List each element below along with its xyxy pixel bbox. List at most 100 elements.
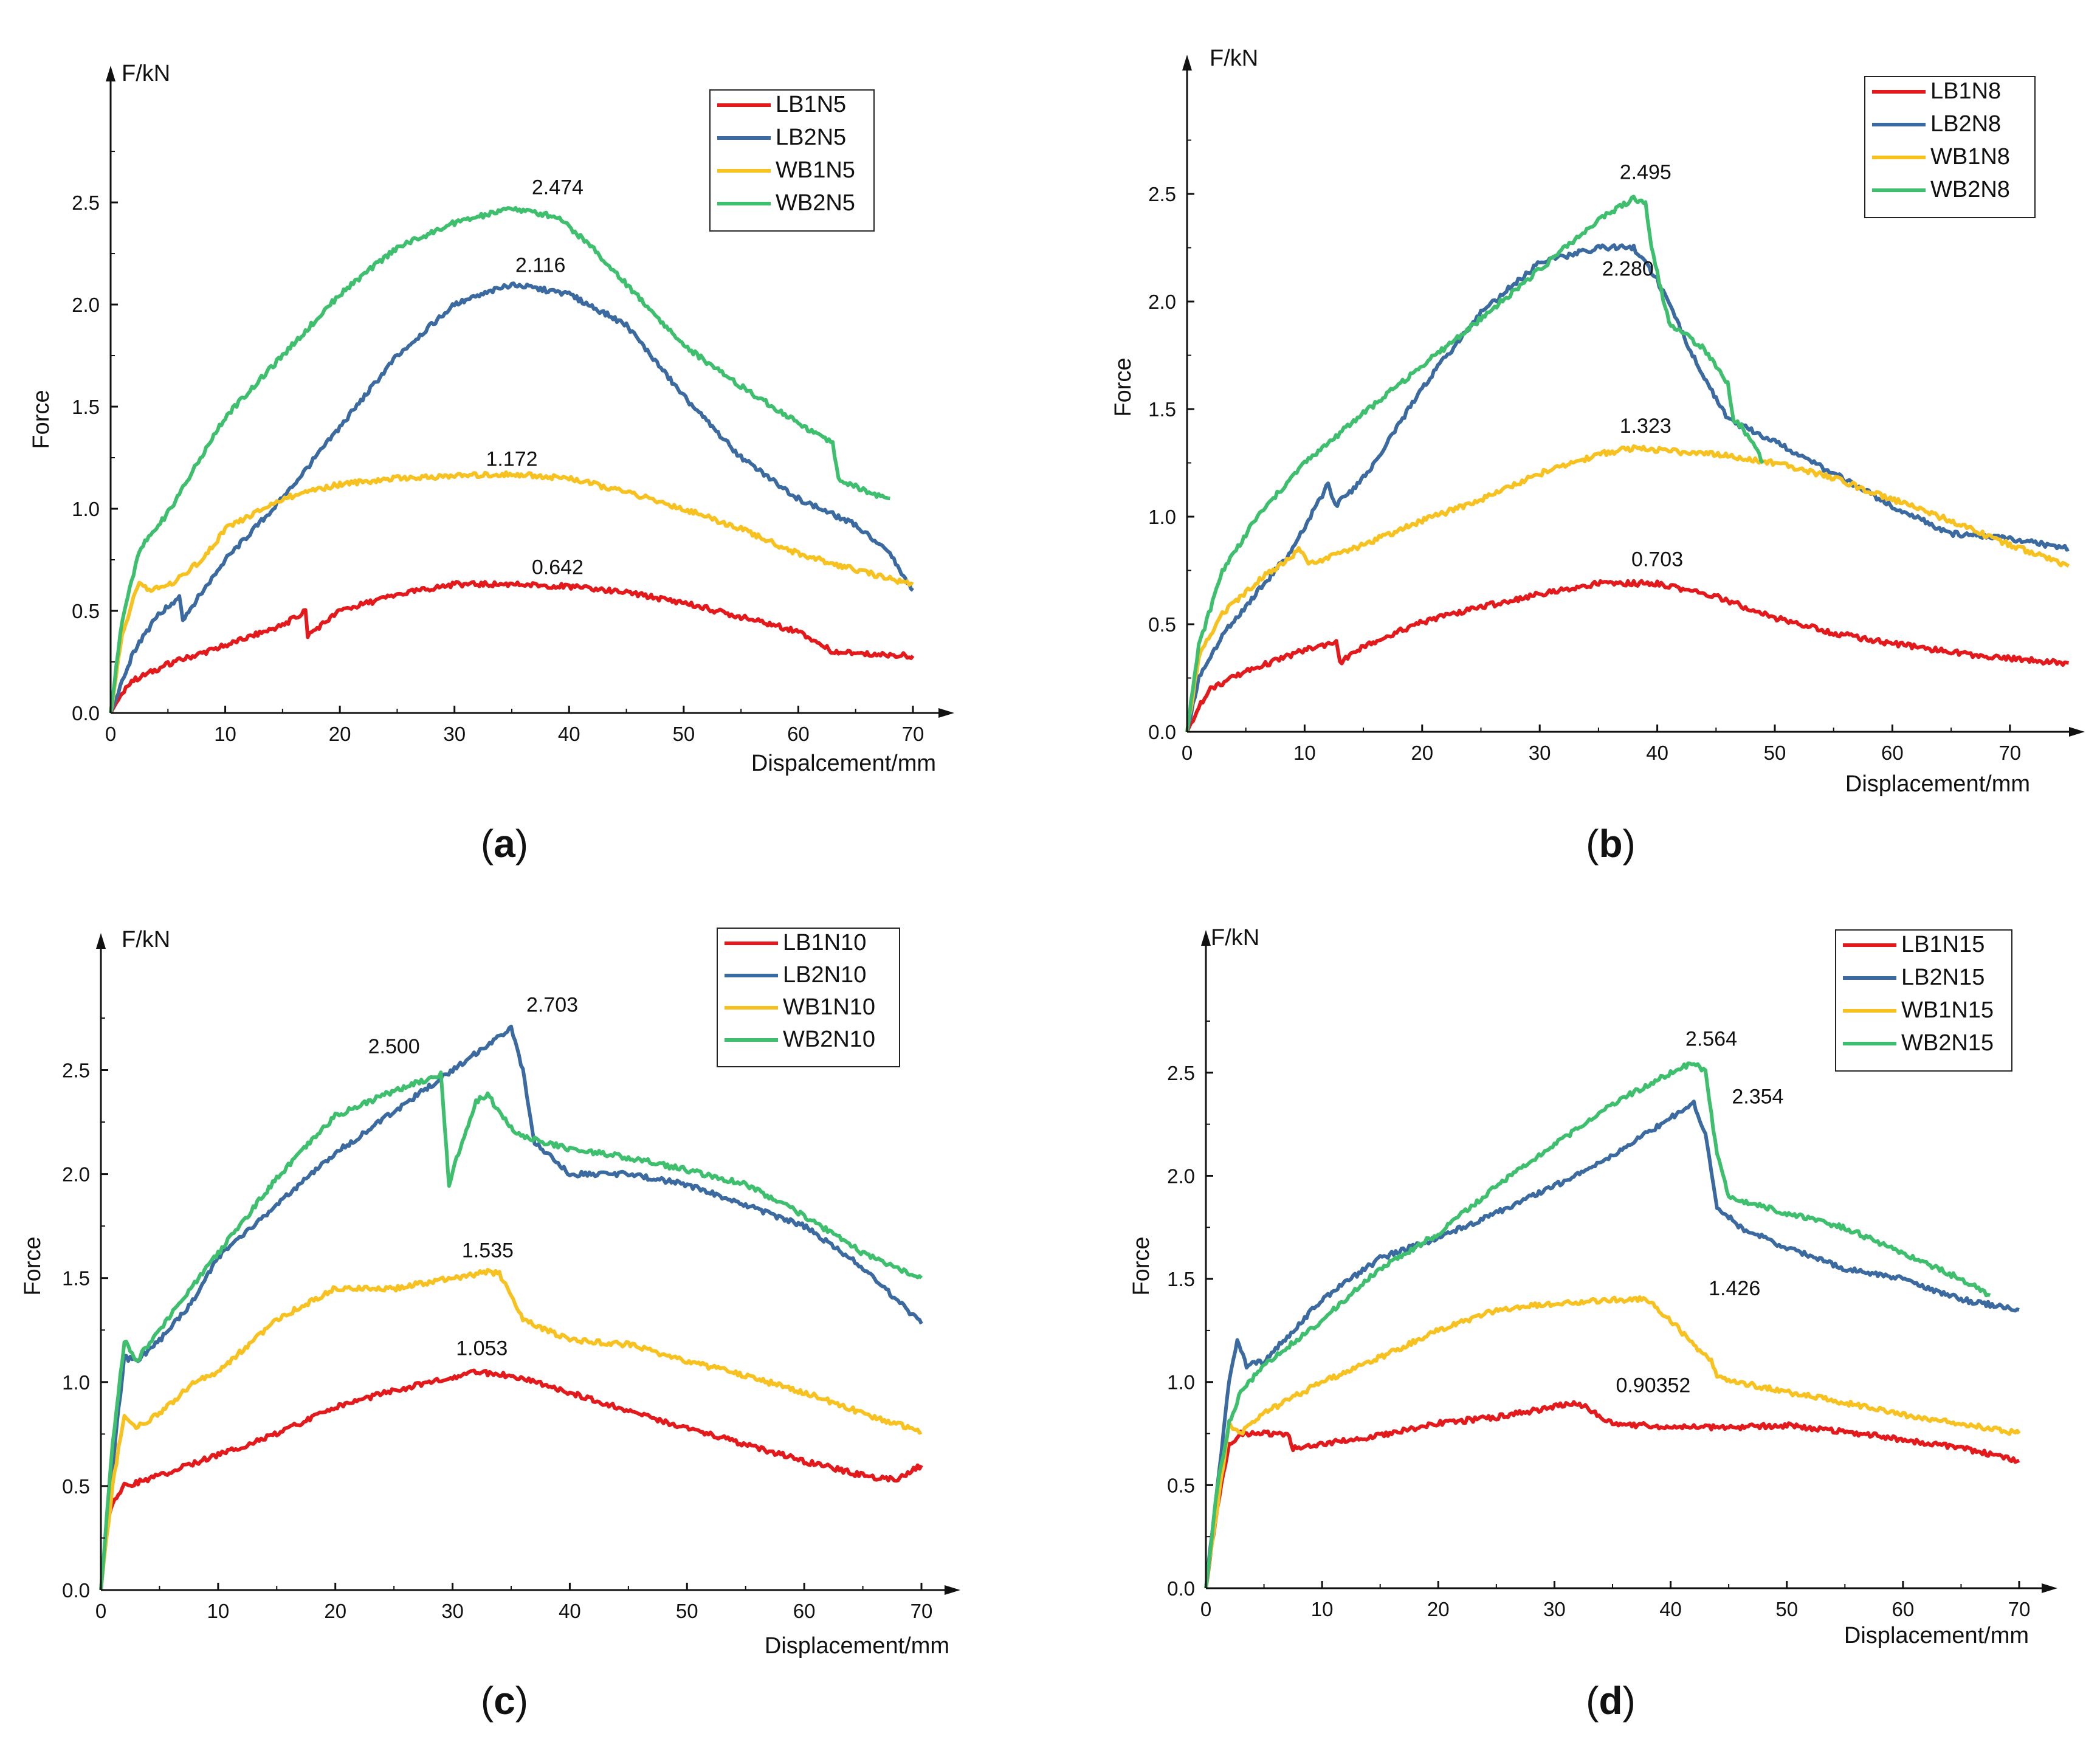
legend-box xyxy=(709,89,875,232)
legend-entry-WB2N15: WB2N15 xyxy=(1901,1030,1994,1056)
panel-c-y-arrow xyxy=(96,933,106,949)
x-tick-label: 40 xyxy=(559,1600,581,1622)
y-tick-label: 1.0 xyxy=(62,1371,90,1394)
x-tick-label: 50 xyxy=(1775,1598,1798,1620)
series-line-LB2N5 xyxy=(109,281,914,714)
panel-c: 0 10 20 30 40 50 60 70 0.0 0.5 1.0 1.5 2.0 2.5 F/kN F… xyxy=(20,927,960,1723)
x-tick-label: 30 xyxy=(443,723,466,745)
panel-c-y-axis-title: Force xyxy=(20,1236,46,1295)
peak-value-label: 2.116 xyxy=(515,253,566,277)
x-tick-label: 30 xyxy=(1543,1598,1566,1620)
y-tick-label: 0.5 xyxy=(72,600,100,622)
panel-b-x-axis-title: Displacement/mm xyxy=(1845,771,2030,797)
series-line-LB2N10 xyxy=(99,1024,923,1591)
x-tick-label: 60 xyxy=(787,723,810,745)
y-tick-label: 2.0 xyxy=(72,294,100,316)
panel-c-y-unit-label: F/kN xyxy=(122,927,170,952)
legend-entry-LB1N10: LB1N10 xyxy=(783,930,866,955)
legend-box xyxy=(1864,76,2036,218)
y-tick-label: 1.5 xyxy=(1148,398,1176,421)
x-tick-label: 20 xyxy=(329,723,351,745)
panel-b-caption: (b) xyxy=(1586,822,1636,866)
y-tick-label: 2.5 xyxy=(72,191,100,214)
panel-b-y-arrow xyxy=(1182,55,1192,71)
x-tick-label: 0 xyxy=(1200,1598,1211,1620)
y-tick-label: 1.5 xyxy=(72,396,100,418)
x-tick-label: 70 xyxy=(911,1600,933,1622)
y-tick-label: 0.0 xyxy=(62,1579,90,1602)
x-tick-label: 0 xyxy=(1182,742,1193,764)
x-tick-label: 20 xyxy=(1411,742,1433,764)
peak-value-label: 2.474 xyxy=(532,176,584,199)
panel-a-y-arrow xyxy=(106,66,115,81)
legend-entry-WB1N5: WB1N5 xyxy=(776,157,855,183)
peak-value-label: 1.053 xyxy=(456,1337,508,1360)
panel-b-legend: LB1N8 LB2N8 WB1N8 WB2N8 xyxy=(1864,76,2036,218)
legend-entry-LB2N15: LB2N15 xyxy=(1901,965,1985,990)
y-tick-label: 1.0 xyxy=(72,498,100,520)
peak-value-label: 0.642 xyxy=(532,556,584,579)
legend-box xyxy=(717,928,900,1067)
series-line-LB1N5 xyxy=(109,580,915,714)
panel-a-ticks: 0 10 20 30 40 50 60 70 0.0 0.5 1.0 1.5 2.0 2.5 xyxy=(72,151,924,745)
panel-c-ticks: 0 10 20 30 40 50 60 70 0.0 0.5 1.0 1.5 2.0 2.5 xyxy=(62,1017,933,1622)
panel-c-legend: LB1N10 LB2N10 WB1N10 WB2N10 xyxy=(717,928,900,1067)
panel-c-series xyxy=(99,1024,923,1591)
peak-value-label: 1.172 xyxy=(486,447,537,470)
y-tick-label: 1.5 xyxy=(62,1267,90,1290)
panel-d-legend: LB1N15 LB2N15 WB1N15 WB2N15 xyxy=(1835,929,2012,1072)
panel-b-ticks: 0 10 20 30 40 50 60 70 0.0 0.5 1.0 1.5 2.0 2.5 xyxy=(1148,139,2021,764)
panel-c-annotations: 2.703 2.500 1.535 1.053 xyxy=(368,994,578,1360)
legend-box xyxy=(1835,929,2012,1072)
peak-value-label: 2.495 xyxy=(1620,160,1671,184)
series-line-LB1N15 xyxy=(1204,1400,2020,1589)
panel-b-annotations: 2.495 2.280 1.323 0.703 xyxy=(1602,160,1683,571)
y-tick-label: 1.0 xyxy=(1167,1371,1195,1394)
series-line-LB2N8 xyxy=(1185,243,2070,732)
series-line-WB1N10 xyxy=(99,1268,923,1591)
x-tick-label: 50 xyxy=(676,1600,698,1622)
panel-d-series xyxy=(1204,1061,2021,1589)
panel-a-series xyxy=(109,205,915,714)
y-tick-label: 0.5 xyxy=(62,1475,90,1498)
legend-entry-WB1N10: WB1N10 xyxy=(783,994,875,1020)
x-tick-label: 60 xyxy=(1892,1598,1914,1620)
legend-entry-WB1N15: WB1N15 xyxy=(1901,997,1994,1023)
panel-d-ticks: 0 10 20 30 40 50 60 70 0.0 0.5 1.0 1.5 2.0 2.5 xyxy=(1167,1021,2030,1620)
peak-value-label: 2.500 xyxy=(368,1035,420,1058)
peak-value-label: 2.564 xyxy=(1685,1028,1737,1051)
y-tick-label: 2.5 xyxy=(1148,183,1176,205)
legend-entry-WB2N8: WB2N8 xyxy=(1930,177,2010,202)
legend-entry-WB2N10: WB2N10 xyxy=(783,1027,875,1052)
peak-value-label: 1.323 xyxy=(1620,415,1671,438)
peak-value-label: 0.703 xyxy=(1631,548,1683,571)
x-tick-label: 70 xyxy=(902,723,924,745)
x-tick-label: 60 xyxy=(793,1600,816,1622)
panel-d-x-arrow xyxy=(2042,1583,2057,1593)
x-tick-label: 10 xyxy=(1311,1598,1334,1620)
y-tick-label: 1.0 xyxy=(1148,506,1176,528)
series-line-WB2N5 xyxy=(109,205,890,714)
legend-entry-LB2N5: LB2N5 xyxy=(776,125,846,150)
x-tick-label: 30 xyxy=(1529,742,1551,764)
x-tick-label: 50 xyxy=(1764,742,1786,764)
panel-a: 0 10 20 30 40 50 60 70 0.0 0.5 1.0 1.5 2.0 2.5 F/kN F… xyxy=(29,61,954,866)
x-tick-label: 0 xyxy=(95,1600,106,1622)
y-tick-label: 2.5 xyxy=(62,1059,90,1082)
legend-entry-LB2N10: LB2N10 xyxy=(783,962,866,988)
y-tick-label: 2.5 xyxy=(1167,1062,1195,1084)
x-tick-label: 40 xyxy=(1646,742,1668,764)
panel-a-y-axis-title: Force xyxy=(29,390,54,449)
panel-d-y-unit-label: F/kN xyxy=(1211,925,1259,951)
y-tick-label: 0.5 xyxy=(1167,1474,1195,1496)
y-tick-label: 2.0 xyxy=(62,1163,90,1186)
panel-b-y-unit-label: F/kN xyxy=(1210,46,1258,71)
peak-value-label: 2.703 xyxy=(526,994,578,1017)
legend-entry-LB1N8: LB1N8 xyxy=(1930,78,2001,104)
panel-d-y-axis-title: Force xyxy=(1129,1236,1154,1295)
x-tick-label: 50 xyxy=(672,723,695,745)
series-line-WB2N8 xyxy=(1185,195,1764,732)
panel-b-x-arrow xyxy=(2069,727,2085,737)
panel-c-x-axis-title: Displacement/mm xyxy=(765,1633,949,1659)
